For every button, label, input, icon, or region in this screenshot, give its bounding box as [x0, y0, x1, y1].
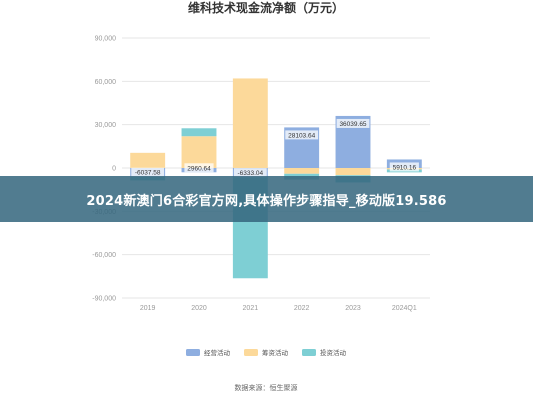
x-tick-label: 2022	[294, 305, 310, 312]
chart-title: 维科技术现金流净额（万元）	[188, 0, 344, 15]
data-labels: -6037.58 2960.64 -6333.04 28103.64 36039.65 5…	[131, 118, 419, 178]
data-label-bg	[131, 167, 165, 177]
bar-segment	[181, 128, 217, 137]
data-label-bg	[389, 162, 419, 172]
x-tick-label: 2020	[191, 305, 207, 312]
legend-label: 投资活动	[320, 348, 347, 357]
legend-swatch	[186, 349, 200, 356]
data-label: 5910.16	[393, 164, 417, 171]
y-tick-label: -90,000	[92, 296, 116, 303]
x-tick-label: 2024Q1	[392, 305, 417, 312]
banner-text: 2024新澳门6合彩官方网,具体操作步骤指导_移动版19.586	[86, 193, 447, 209]
data-label: -6037.58	[135, 170, 161, 177]
legend-swatch	[244, 349, 258, 356]
x-tick-label: 2021	[243, 305, 259, 312]
bar-segment	[181, 136, 217, 168]
bar-segment	[232, 78, 268, 168]
x-tick-label: 2023	[345, 305, 361, 312]
data-label-bg	[233, 168, 267, 178]
legend-label: 经营活动	[204, 348, 231, 357]
data-label-bg	[336, 118, 370, 128]
y-tick-label: -60,000	[92, 252, 116, 259]
x-tick-label: 2019	[140, 305, 156, 312]
legend-label: 筹资活动	[262, 348, 289, 357]
y-tick-label: 0	[112, 166, 116, 173]
legend-swatch	[302, 349, 316, 356]
bar-segment	[284, 168, 320, 174]
data-label: 2960.64	[187, 165, 211, 172]
data-label-bg	[184, 163, 214, 173]
gridlines	[122, 37, 430, 299]
data-label: -6333.04	[237, 170, 263, 177]
legend: 经营活动 筹资活动 投资活动	[186, 348, 347, 357]
overlay-banner: 2024新澳门6合彩官方网,具体操作步骤指导_移动版19.586	[0, 176, 533, 222]
y-tick-label: 60,000	[95, 79, 117, 86]
bar-segment	[335, 168, 371, 176]
y-tick-label: 30,000	[95, 122, 117, 129]
data-label: 28103.64	[288, 132, 315, 139]
data-label: 36039.65	[339, 121, 366, 128]
bar-segment	[130, 152, 166, 168]
y-tick-label: 90,000	[95, 36, 117, 43]
data-label-bg	[285, 130, 319, 140]
data-source: 数据来源：恒生聚源	[235, 383, 298, 392]
x-axis-ticks: 2019 2020 2021 2022 2023 2024Q1	[140, 305, 417, 312]
